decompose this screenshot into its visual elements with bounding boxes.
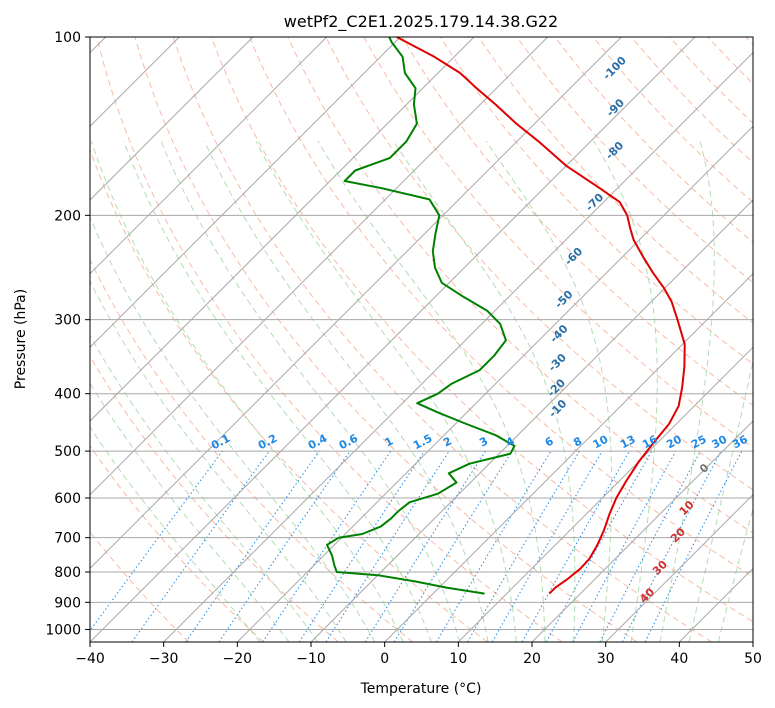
y-tick-label: 1000 — [45, 622, 81, 638]
mixing-ratio-line — [298, 450, 425, 642]
mixing-ratio-line — [393, 450, 513, 642]
dry-adiabat-line — [172, 37, 712, 642]
isotherm-line — [90, 37, 549, 496]
mixing-ratio-label: 10 — [591, 433, 611, 452]
moist-adiabat-line — [90, 382, 290, 642]
x-tick-label: 20 — [523, 651, 541, 667]
x-tick-label: 40 — [670, 651, 688, 667]
dry-adiabat-line — [96, 37, 563, 642]
isotherm-line — [605, 493, 753, 642]
isotherm-line — [90, 37, 696, 642]
dry-adiabat-line — [325, 37, 753, 491]
y-tick-label: 800 — [54, 565, 81, 581]
y-tick-label: 500 — [54, 444, 81, 460]
y-tick-label: 700 — [54, 531, 81, 547]
isotherm-line — [90, 37, 328, 275]
mixing-ratio-line — [131, 450, 270, 642]
dry-adiabat-line — [287, 37, 753, 534]
moist-adiabat-line — [90, 426, 261, 642]
y-axis: 100 200 300 400 500 600 700 800 900 1000 — [45, 30, 90, 638]
isotherm-line — [90, 37, 475, 422]
x-tick-label: −20 — [223, 651, 253, 667]
mixing-ratio-label: 30 — [710, 433, 730, 452]
sounding-profiles — [326, 37, 686, 595]
mixing-ratio-line — [218, 450, 351, 642]
y-tick-label: 200 — [54, 208, 81, 224]
isotherm-line — [90, 37, 623, 570]
isotherm-line — [90, 37, 181, 128]
moist-adiabat-line — [160, 141, 461, 642]
isotherm-line — [90, 37, 402, 349]
mixing-ratio-line — [262, 450, 392, 642]
moist-adiabat-line — [688, 358, 753, 642]
x-tick-label: 30 — [597, 651, 615, 667]
x-tick-label: 0 — [380, 651, 389, 667]
x-tick-label: 10 — [449, 651, 467, 667]
isotherm-line — [90, 37, 254, 201]
plot-frame — [89, 36, 754, 643]
isotherm-line — [384, 272, 753, 642]
moist-adiabat-line — [593, 141, 658, 642]
moist-adiabat-line — [317, 141, 546, 642]
mixing-ratio-line — [644, 450, 743, 642]
isotherm-line — [457, 346, 753, 642]
mixing-ratio-label: 16 — [640, 433, 660, 452]
isotherm-line — [310, 199, 753, 642]
x-axis: −40 −30 −20 −10 0 10 20 30 40 50 — [75, 642, 762, 667]
mixing-ratio-label: 13 — [618, 433, 638, 452]
mixing-ratio-line — [325, 450, 450, 642]
isotherm-line — [163, 51, 753, 642]
dry-adiabat-line — [90, 445, 264, 642]
mixing-ratio-label: 36 — [730, 433, 750, 452]
dry-adiabat-line — [516, 37, 753, 284]
moist-adiabat-line — [90, 141, 404, 642]
x-tick-label: −10 — [296, 651, 326, 667]
dry-adiabat-line — [90, 355, 339, 642]
dry-adiabat-line — [210, 37, 753, 623]
dry-adiabat-line — [90, 258, 414, 642]
mixing-ratio-line — [185, 450, 320, 642]
y-tick-label: 900 — [54, 595, 81, 611]
y-tick-label: 400 — [54, 387, 81, 403]
isotherm-line — [531, 420, 753, 642]
mixing-ratio-line — [521, 450, 630, 642]
x-axis-label: Temperature (°C) — [360, 681, 482, 697]
mixing-ratio-label: 20 — [664, 433, 684, 452]
temperature-profile-line — [396, 37, 686, 595]
mixing-ratio-line — [90, 450, 223, 632]
moist-adiabat-line — [90, 334, 319, 642]
background-lines — [90, 37, 753, 642]
moist-adiabat-line — [393, 141, 576, 642]
x-tick-label: −30 — [149, 651, 179, 667]
moist-adiabat-line — [90, 279, 347, 642]
mixing-ratio-line — [545, 450, 653, 642]
mixing-ratio-label: 25 — [689, 433, 709, 452]
y-axis-label: Pressure (hPa) — [13, 289, 29, 389]
moist-adiabat-line — [485, 141, 613, 642]
chart-title: wetPf2_C2E1.2025.179.14.38.G22 — [284, 12, 558, 32]
moist-adiabat-line — [90, 215, 376, 642]
y-tick-label: 300 — [54, 313, 81, 329]
y-tick-label: 600 — [54, 491, 81, 507]
dewpoint-profile-line — [326, 37, 516, 595]
x-tick-label: 50 — [744, 651, 762, 667]
y-tick-label: 100 — [54, 30, 81, 46]
mixing-ratio-line — [572, 450, 677, 642]
moist-adiabat-line — [659, 141, 715, 642]
x-tick-label: −40 — [75, 651, 105, 667]
moist-adiabat-line — [204, 141, 489, 642]
